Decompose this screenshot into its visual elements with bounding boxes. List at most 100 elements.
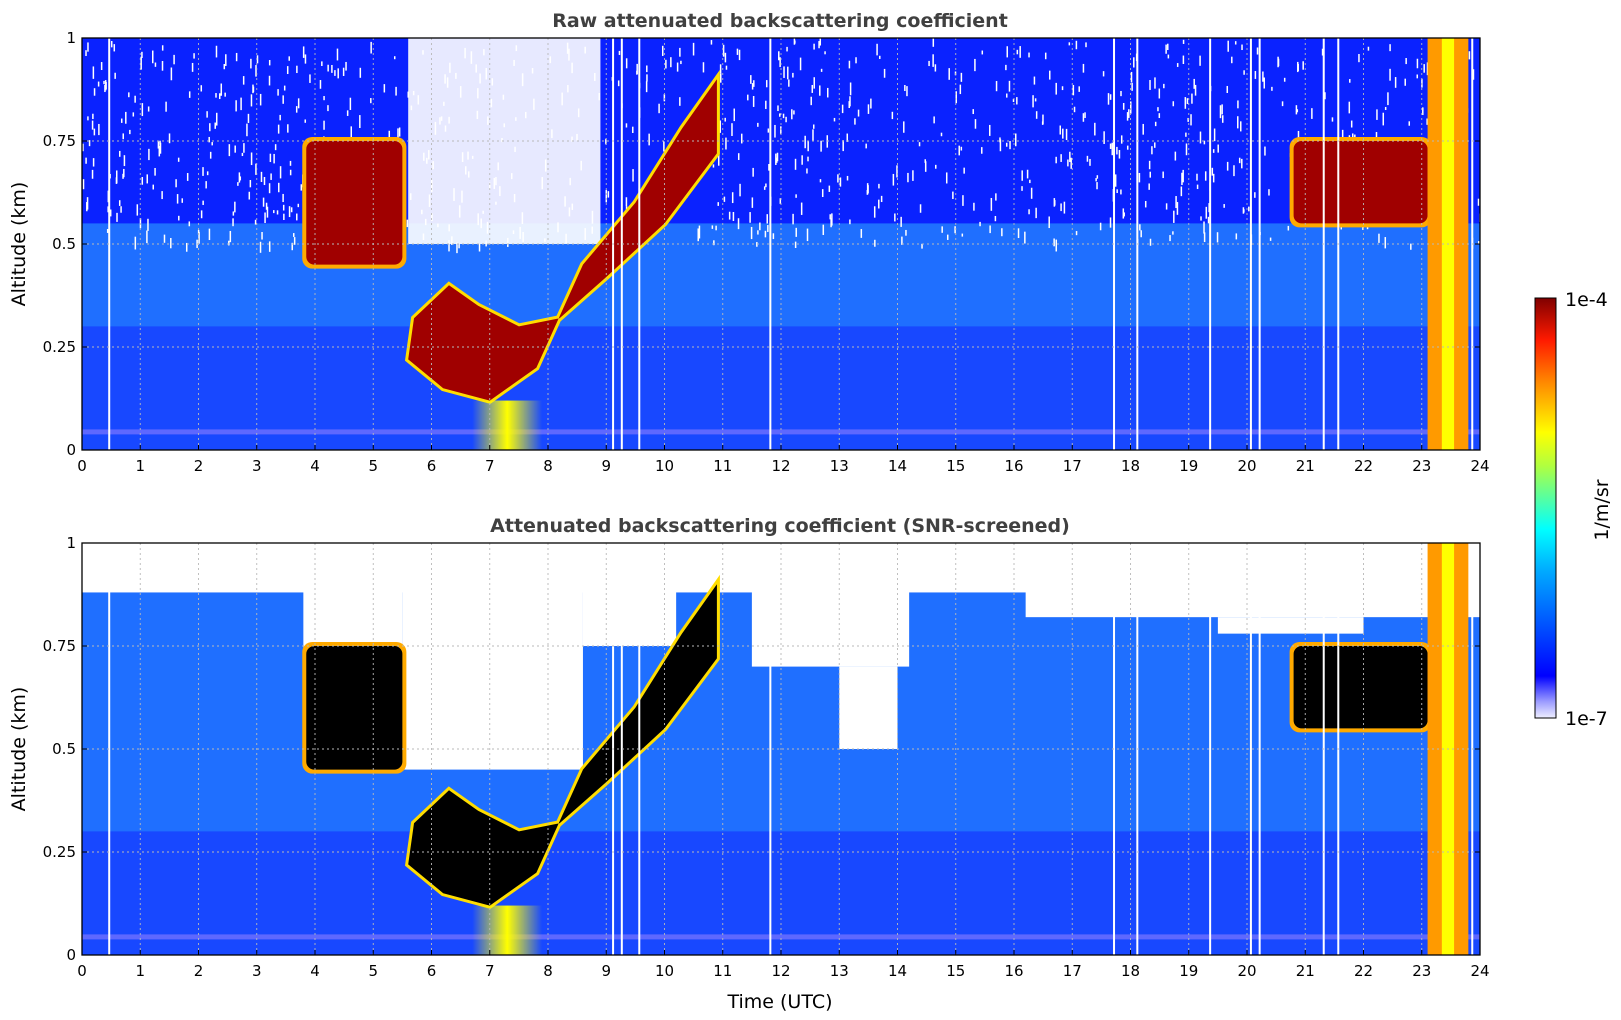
noise-speck [1114,174,1117,187]
x-tick-label: 4 [310,457,320,475]
x-tick-label: 2 [194,457,204,475]
noise-speck [238,172,241,183]
noise-speck [891,111,894,120]
noise-speck [725,65,728,70]
noise-speck [1021,186,1023,191]
layer-core [306,141,403,265]
x-tick-label: 11 [713,962,732,980]
noise-speck [989,124,991,136]
x-tick-label: 13 [830,457,849,475]
noise-speck [848,101,850,109]
overlap-artifact-band [82,429,1480,435]
noise-speck [1182,55,1185,65]
noise-region [82,38,1481,255]
noise-speck [679,47,681,57]
noise-speck [879,55,881,59]
noise-speck [854,118,856,125]
noise-speck [334,70,336,76]
noise-speck [1193,78,1195,89]
noise-speck [819,179,822,183]
x-axis: 0 1 2 3 4 5 6 7 8 9 10 11 12 13 14 15 16 17 18 19 20 21 22 23 24 [77,445,1490,475]
noise-speck [1240,121,1242,132]
noise-speck [98,123,100,136]
noise-speck [1426,118,1428,125]
noise-speck [731,123,733,136]
noise-speck [1243,70,1245,75]
gap-line [108,543,111,955]
noise-speck [247,113,250,123]
noise-speck [1030,187,1033,199]
noise-speck [1181,172,1183,186]
noise-speck [1109,217,1112,228]
noise-speck [1158,88,1161,99]
noise-speck [252,86,255,93]
noise-speck [1200,216,1202,221]
noise-speck [918,142,921,147]
noise-speck [1219,105,1222,119]
noise-speck [738,49,741,61]
noise-speck [1404,78,1406,86]
noise-speck [711,225,714,229]
noise-speck [878,183,880,189]
noise-speck [1131,82,1133,91]
noise-speck [282,193,284,203]
noise-speck [894,213,896,222]
noise-speck [1394,77,1397,88]
noise-speck [793,38,796,45]
x-tick-label: 15 [946,962,965,980]
noise-speck [104,84,106,93]
noise-speck [1241,158,1243,169]
noise-speck [794,241,797,249]
noise-speck [870,98,872,109]
noise-speck [811,84,814,93]
noise-speck [901,236,903,245]
noise-speck [807,156,809,162]
noise-speck [812,129,814,141]
noise-speck [778,51,780,61]
noise-speck [788,79,790,87]
y-tick-label: 0.5 [52,740,76,758]
noise-speck [1196,173,1198,181]
gap-line [1249,38,1252,450]
noise-speck [1269,237,1272,241]
noise-speck [1139,224,1141,231]
noise-speck [1060,203,1062,212]
noise-speck [828,185,831,192]
noise-speck [1103,131,1105,144]
noise-speck [954,226,956,234]
screened-block [1025,543,1480,618]
noise-speck [932,38,935,47]
noise-speck [1148,160,1151,170]
noise-speck [903,121,905,133]
x-tick-label: 21 [1296,962,1315,980]
noise-speck [912,170,914,181]
noise-speck [289,160,292,166]
noise-speck [873,206,876,218]
noise-speck [304,54,307,64]
noise-speck [1176,202,1179,215]
noise-speck [290,207,293,213]
noise-speck [1061,86,1064,91]
x-tick-label: 18 [1121,457,1140,475]
noise-speck [276,210,279,215]
noise-speck [837,174,839,183]
noise-speck [698,225,701,239]
y-axis-label: Altitude (km) [8,182,30,307]
x-tick-label: 10 [655,457,674,475]
noise-speck [632,169,634,182]
noise-speck [1120,90,1122,97]
colorbar-gradient [1534,297,1557,719]
noise-speck [177,157,180,162]
noise-speck [725,137,727,150]
noise-speck [215,93,217,98]
layer-core [306,646,403,770]
noise-speck [820,68,823,72]
layer-core [1293,646,1428,729]
noise-speck [1172,231,1174,235]
noise-speck [239,176,242,181]
noise-speck [1254,71,1257,79]
noise-speck [1055,82,1057,95]
screened-block [402,543,583,770]
noise-speck [822,224,825,236]
